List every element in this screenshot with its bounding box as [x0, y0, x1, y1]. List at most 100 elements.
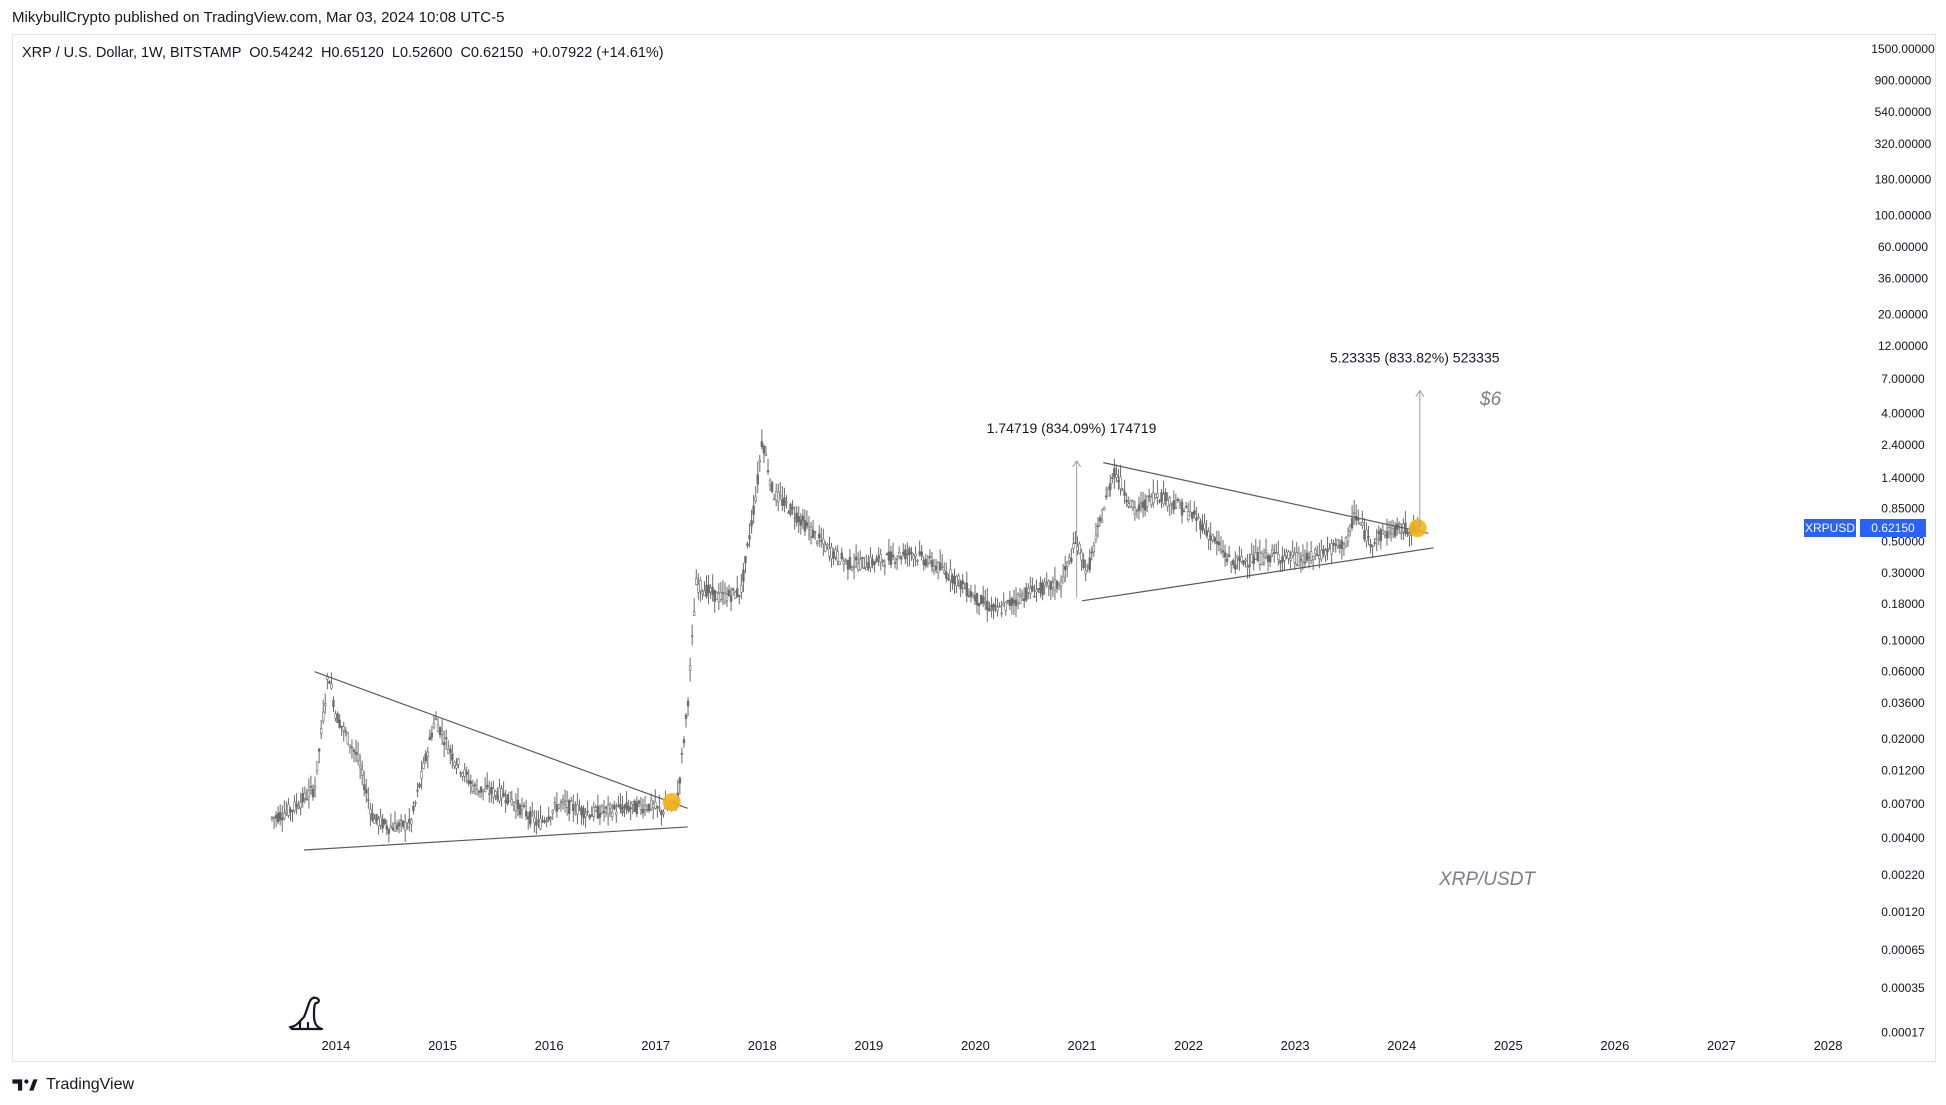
- candle-body: [871, 558, 874, 566]
- candle-body: [879, 553, 882, 563]
- candle-body: [545, 820, 548, 823]
- candle-body: [438, 727, 442, 736]
- candle-body: [979, 595, 983, 605]
- candle-body: [449, 748, 452, 753]
- candle-body: [736, 588, 739, 597]
- measure-arrowhead: [1072, 460, 1082, 468]
- candle-body: [1127, 503, 1130, 507]
- candle-body: [1164, 492, 1167, 501]
- candle-body: [852, 566, 856, 568]
- candle-body: [635, 802, 639, 815]
- candle-body: [492, 788, 495, 798]
- candle-body: [594, 807, 598, 811]
- candle-body: [445, 737, 448, 740]
- candle-body: [926, 562, 930, 565]
- candle-body: [408, 818, 411, 824]
- candle-body: [836, 551, 839, 562]
- candle-body: [797, 516, 800, 523]
- candle-body: [1119, 476, 1122, 490]
- time-axis-tick-label: 2016: [535, 1038, 564, 1053]
- candle-body: [1020, 593, 1024, 597]
- publisher-line: MikybullCrypto published on TradingView.…: [12, 9, 505, 26]
- candle-body: [1344, 537, 1348, 547]
- price-axis[interactable]: 1500.00000 900.00000 540.00000 320.00000 180…: [1871, 42, 1935, 1039]
- candle-body: [1287, 551, 1290, 559]
- candle-body: [1346, 535, 1350, 542]
- candle-body: [1158, 500, 1161, 503]
- candle-body: [750, 520, 753, 527]
- measure-arrowhead: [1415, 389, 1425, 397]
- candle-body: [465, 771, 468, 775]
- candle-body: [781, 499, 784, 506]
- candle-body: [885, 553, 889, 556]
- price-axis-tick-label: 12.00000: [1878, 339, 1928, 353]
- candle-body: [617, 805, 620, 807]
- candle-body: [1180, 501, 1184, 516]
- candle-body: [592, 806, 595, 818]
- candle-body: [1061, 576, 1065, 584]
- candle-body: [994, 605, 997, 607]
- candle-body: [1137, 504, 1141, 511]
- candle-body: [1070, 557, 1073, 563]
- candle-body: [719, 592, 723, 600]
- footer-brand: TradingView: [12, 1076, 134, 1094]
- candle-body: [430, 732, 434, 738]
- candle-body: [547, 816, 550, 821]
- candle-body: [992, 604, 995, 611]
- candle-body: [1227, 554, 1231, 558]
- candle-body: [967, 595, 971, 597]
- candle-body: [582, 808, 585, 819]
- candle-body: [990, 605, 993, 608]
- candle-body: [1184, 505, 1188, 508]
- candle-body: [514, 802, 518, 812]
- candle-body: [930, 560, 934, 568]
- price-axis-tick-label: 36.00000: [1878, 271, 1928, 285]
- trendlines: [303, 462, 1434, 851]
- candle-body: [1135, 510, 1139, 512]
- candle-body: [1047, 580, 1050, 586]
- candle-body: [693, 611, 696, 616]
- candle-body: [559, 801, 563, 804]
- candle-body: [526, 816, 530, 819]
- candle-body: [869, 556, 872, 568]
- time-axis[interactable]: 2014 2015 2016 2017 2018 2019 2020 2021 2022 2023…: [321, 1038, 1842, 1053]
- candle-body: [1244, 559, 1247, 562]
- candle-body: [377, 818, 380, 827]
- candle-body: [1217, 541, 1221, 546]
- candle-body: [1113, 468, 1116, 478]
- candle-body: [1229, 561, 1233, 565]
- candle-body: [1053, 579, 1057, 591]
- candle-body: [332, 700, 335, 707]
- candle-body: [404, 821, 407, 831]
- candle-body: [768, 479, 772, 486]
- candle-series: [270, 429, 1419, 843]
- candle-body: [412, 805, 415, 811]
- candle-body: [912, 555, 915, 560]
- candle-body: [1002, 603, 1005, 606]
- candle-body: [1332, 542, 1335, 546]
- candle-body: [1088, 557, 1091, 570]
- candle-body: [311, 788, 315, 797]
- candle-body: [1031, 585, 1034, 592]
- candle-body: [1160, 492, 1163, 502]
- price-axis-tick-label: 180.00000: [1875, 173, 1932, 187]
- candle-body: [820, 540, 823, 542]
- candle-body: [1289, 558, 1292, 561]
- candle-body: [510, 799, 513, 805]
- candle-body: [844, 559, 848, 562]
- candle-body: [363, 784, 366, 791]
- candle-body: [705, 584, 708, 597]
- candle-body: [1035, 589, 1038, 593]
- candle-body: [586, 810, 589, 813]
- candle-body: [1236, 555, 1239, 559]
- price-tag-symbol-bg: [1804, 518, 1856, 537]
- candle-body: [1385, 531, 1389, 539]
- candle-body: [580, 806, 583, 816]
- candle-body: [1363, 530, 1366, 540]
- candle-body: [1129, 500, 1132, 508]
- candle-body: [274, 815, 278, 819]
- candle-body: [399, 819, 403, 822]
- candle-body: [338, 719, 341, 728]
- candle-body: [498, 787, 501, 802]
